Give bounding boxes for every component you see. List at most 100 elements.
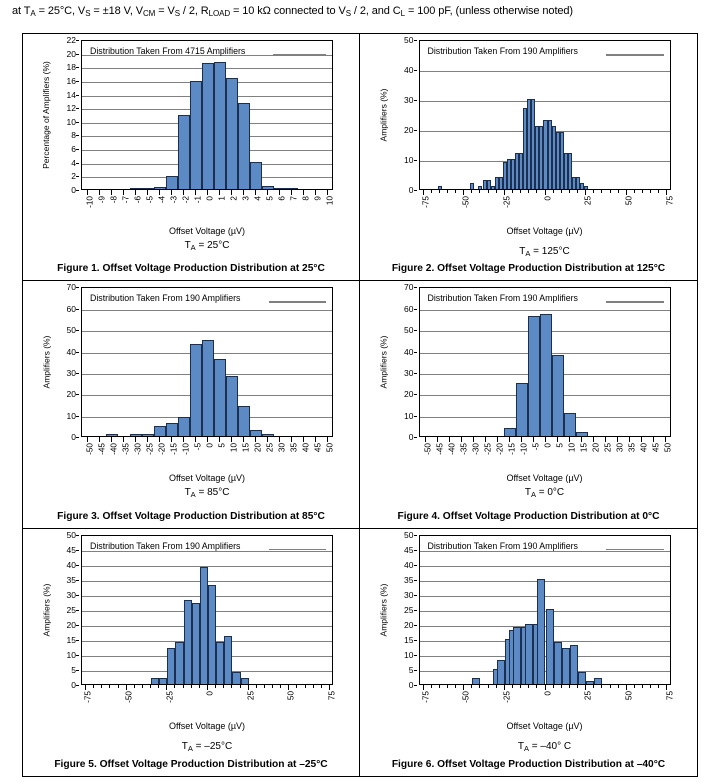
distribution-note: Distribution Taken From 190 Amplifiers bbox=[90, 540, 241, 551]
y-tick-mark bbox=[413, 190, 417, 191]
x-major-tick bbox=[303, 437, 304, 443]
x-minor-tick bbox=[536, 684, 538, 688]
x-tick-label: 10 bbox=[229, 443, 239, 453]
histogram-bar bbox=[490, 186, 495, 189]
x-minor-tick bbox=[520, 190, 522, 193]
y-tick-mark bbox=[413, 654, 417, 656]
histogram-bar bbox=[580, 183, 585, 189]
x-minor-tick bbox=[471, 684, 473, 688]
distribution-note: Distribution Taken From 190 Amplifiers bbox=[427, 46, 578, 56]
y-tick-mark bbox=[413, 549, 417, 551]
figure-3: Amplifiers (%) 0 10 20 30 40 50 60 70 Distributio… bbox=[23, 282, 359, 527]
x-tick-label: 25 bbox=[265, 443, 275, 453]
x-major-tick bbox=[503, 190, 505, 195]
x-tick-label: -15 bbox=[169, 443, 179, 456]
x-tick-label: 30 bbox=[277, 443, 287, 453]
x-tick-label: 10 bbox=[567, 443, 577, 453]
figure-cell-2: Amplifiers (%) 0 10 20 30 40 50 Distribution Ta… bbox=[360, 34, 697, 282]
x-major-tick bbox=[288, 684, 290, 690]
x-tick-label: -50 bbox=[124, 690, 134, 703]
x-major-tick bbox=[424, 437, 426, 443]
x-minor-tick bbox=[215, 684, 217, 688]
y-tick-mark bbox=[76, 564, 79, 566]
histogram-bar bbox=[167, 647, 176, 684]
histogram-bar bbox=[190, 344, 202, 437]
y-tick-mark bbox=[76, 654, 79, 656]
x-major-tick bbox=[652, 437, 654, 443]
y-tick-mark bbox=[76, 176, 79, 178]
y-axis-ticks: 0 10 20 30 40 50 bbox=[391, 35, 417, 195]
x-minor-tick bbox=[150, 684, 152, 688]
histogram-bar bbox=[510, 159, 515, 189]
y-tick-label: 20 bbox=[404, 389, 414, 400]
x-tick-label: 50 bbox=[325, 443, 335, 453]
y-tick-mark bbox=[413, 287, 417, 289]
y-tick-label: 70 bbox=[404, 282, 414, 293]
x-tick-label: 6 bbox=[277, 196, 287, 201]
x-minor-tick bbox=[601, 190, 603, 193]
x-minor-tick bbox=[633, 684, 635, 688]
x-major-tick bbox=[231, 437, 232, 443]
x-minor-tick bbox=[198, 684, 200, 688]
x-tick-label: 0 bbox=[543, 443, 553, 448]
histogram-bar bbox=[575, 177, 581, 189]
histogram-bar bbox=[537, 578, 546, 684]
y-axis-title: Amplifiers (%) bbox=[378, 335, 389, 389]
x-tick-label: 35 bbox=[289, 443, 299, 453]
bar-series bbox=[82, 288, 332, 437]
x-major-tick bbox=[664, 437, 666, 443]
y-axis-title: Amplifiers (%) bbox=[41, 335, 51, 389]
x-tick-label: 0 bbox=[205, 690, 215, 696]
histogram-bar bbox=[166, 176, 178, 189]
x-tick-label: -5 bbox=[531, 443, 541, 451]
x-major-tick bbox=[625, 190, 627, 195]
legend-rule bbox=[606, 54, 664, 56]
x-major-tick bbox=[279, 190, 280, 195]
y-tick-mark bbox=[413, 40, 417, 41]
y-tick-mark bbox=[76, 669, 79, 671]
y-tick-label: 5 bbox=[408, 664, 414, 675]
x-major-tick bbox=[87, 437, 88, 443]
x-minor-tick bbox=[190, 684, 192, 688]
x-major-tick bbox=[628, 437, 630, 443]
histogram-bar bbox=[523, 108, 528, 189]
histogram-bar bbox=[578, 671, 587, 684]
x-minor-tick bbox=[552, 190, 554, 193]
x-tick-label: 50 bbox=[663, 443, 673, 453]
histogram-bar bbox=[502, 162, 507, 189]
histogram-bar bbox=[130, 434, 142, 437]
x-minor-tick bbox=[263, 684, 265, 688]
x-minor-tick bbox=[320, 684, 322, 688]
x-tick-label: 30 bbox=[615, 443, 625, 453]
distribution-note: Distribution Taken From 190 Amplifiers bbox=[90, 293, 241, 304]
plot-area-fig6: Amplifiers (%) 0 5 10 15 20 25 30 35 40 45 50 Distri… bbox=[379, 530, 679, 755]
y-tick-mark bbox=[76, 684, 79, 686]
histogram-bar bbox=[494, 177, 499, 189]
x-tick-label: 5 bbox=[555, 443, 565, 448]
x-major-tick bbox=[279, 437, 280, 443]
histogram-bar bbox=[262, 185, 274, 189]
x-tick-label: 25 bbox=[603, 443, 613, 453]
legend-rule bbox=[268, 548, 326, 551]
y-tick-label: 40 bbox=[66, 346, 76, 357]
histogram-bar bbox=[178, 114, 190, 189]
x-tick-label: 75 bbox=[665, 196, 675, 206]
x-major-tick bbox=[135, 437, 136, 443]
y-tick-mark bbox=[76, 308, 79, 310]
x-axis-ticks: -75 -50 -25 0 25 50 75 bbox=[419, 190, 675, 224]
y-tick-mark bbox=[76, 94, 79, 96]
y-tick-mark bbox=[76, 190, 79, 191]
x-major-tick bbox=[267, 190, 268, 195]
temperature-label: TA = –40° C bbox=[517, 740, 572, 753]
x-tick-label: -50 bbox=[85, 443, 95, 456]
temperature-label: TA = 125°C bbox=[519, 246, 570, 258]
y-tick-mark bbox=[76, 437, 79, 439]
x-minor-tick bbox=[568, 190, 570, 193]
x-tick-label: 40 bbox=[301, 443, 311, 453]
x-tick-label: -75 bbox=[83, 690, 93, 703]
x-major-tick bbox=[87, 190, 88, 195]
test-conditions-line: at TA = 25°C, VS = ±18 V, VCM = VS / 2, … bbox=[12, 5, 573, 18]
y-tick-mark bbox=[413, 534, 417, 536]
x-minor-tick bbox=[479, 190, 481, 193]
x-major-tick bbox=[556, 437, 558, 443]
